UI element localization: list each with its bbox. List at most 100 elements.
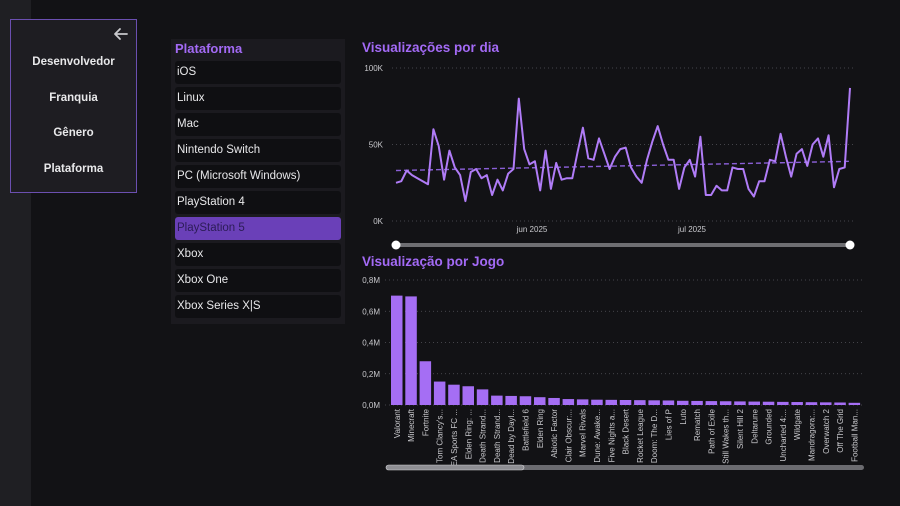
- bar[interactable]: [777, 401, 789, 405]
- x-tick-label: EA Sports FC ...: [450, 409, 459, 466]
- x-tick-label: Mandragora:...: [807, 409, 816, 461]
- x-tick-label: Tom Clancy's...: [436, 409, 445, 463]
- bar[interactable]: [505, 395, 517, 405]
- slicer-item-nintendo-switch[interactable]: Nintendo Switch: [175, 139, 341, 162]
- x-tick-label: Overwatch 2: [822, 408, 831, 453]
- slicer-item-mac[interactable]: Mac: [175, 113, 341, 136]
- nav-button-plataforma[interactable]: Plataforma: [43, 163, 104, 175]
- bar[interactable]: [562, 399, 575, 405]
- x-tick-label: Dune: Awake...: [593, 409, 602, 463]
- x-tick-label: Path of Exile: [707, 408, 716, 453]
- x-tick-label: Dead by Dayl...: [507, 409, 516, 464]
- x-tick-label: Elden Ring: ...: [464, 409, 473, 459]
- y-tick-label: 0K: [373, 217, 383, 226]
- x-tick-label: Grounded: [765, 409, 774, 445]
- navigation-panel: Desenvolvedor Franquia Gênero Plataforma: [10, 19, 137, 193]
- bar[interactable]: [805, 402, 818, 405]
- nav-button-desenvolvedor[interactable]: Desenvolvedor: [32, 56, 115, 68]
- y-tick-label: 0,4M: [362, 339, 380, 348]
- range-end-handle[interactable]: [845, 240, 855, 250]
- platform-slicer: Plataforma iOS Linux Mac Nintendo Switch…: [171, 39, 345, 324]
- y-tick-label: 0,8M: [362, 276, 380, 285]
- nav-button-franquia[interactable]: Franquia: [49, 92, 98, 104]
- x-tick-label: Silent Hill 2: [736, 408, 745, 449]
- bar[interactable]: [476, 389, 489, 405]
- x-tick-label: Five Nights a...: [607, 409, 616, 462]
- x-tick-label: Football Man...: [850, 409, 859, 462]
- x-tick-label: Rematch: [693, 409, 702, 441]
- horizontal-scrollbar-thumb[interactable]: [385, 464, 525, 471]
- bar-chart-title: Visualização por Jogo: [362, 254, 505, 269]
- x-tick-label: Still Wakes th...: [722, 409, 731, 464]
- bar[interactable]: [848, 402, 861, 405]
- y-tick-label: 0,2M: [362, 370, 380, 379]
- y-tick-label: 50K: [369, 141, 384, 150]
- slicer-item-xbox[interactable]: Xbox: [175, 243, 341, 266]
- x-tick-label: Uncharted 4:...: [779, 409, 788, 461]
- x-tick-label: Minecraft: [407, 408, 416, 442]
- y-tick-label: 100K: [364, 64, 383, 73]
- bar[interactable]: [662, 400, 675, 405]
- bar[interactable]: [576, 399, 589, 405]
- bar[interactable]: [705, 401, 718, 405]
- bar-chart: 0,0M 0,2M 0,4M 0,6M 0,8M Valorant Minecraft For…: [362, 276, 864, 471]
- bar[interactable]: [591, 399, 603, 405]
- slicer-item-linux[interactable]: Linux: [175, 87, 341, 110]
- line-chart: 0K 50K 100K jun 2025 jul 2025: [364, 64, 856, 250]
- slicer-item-playstation-4[interactable]: PlayStation 4: [175, 191, 341, 214]
- x-tick-label: Rocket League: [636, 408, 645, 462]
- bar[interactable]: [791, 402, 803, 405]
- bar[interactable]: [820, 402, 832, 405]
- x-tick-label: Marvel Rivals: [579, 409, 588, 457]
- bar[interactable]: [648, 400, 660, 405]
- x-tick-label: Luto: [679, 408, 688, 424]
- y-tick-label: 0,0M: [362, 401, 380, 410]
- x-tick-label: Deltarune: [750, 408, 759, 443]
- slicer-item-xbox-one[interactable]: Xbox One: [175, 269, 341, 292]
- x-tick-label: Death Strand...: [493, 409, 502, 463]
- bar[interactable]: [719, 401, 732, 405]
- bar[interactable]: [462, 386, 475, 405]
- bar[interactable]: [677, 400, 689, 405]
- bar[interactable]: [491, 395, 503, 405]
- bar[interactable]: [762, 401, 775, 405]
- x-tick-label: Doom: The D...: [650, 409, 659, 463]
- x-tick-label: Battlefield 6: [521, 408, 530, 450]
- bar[interactable]: [834, 402, 846, 406]
- slicer-item-xbox-series[interactable]: Xbox Series X|S: [175, 295, 341, 318]
- bar[interactable]: [534, 397, 546, 405]
- slicer-item-pc[interactable]: PC (Microsoft Windows): [175, 165, 341, 188]
- x-tick-label: Fortnite: [421, 408, 430, 436]
- range-start-handle[interactable]: [391, 240, 401, 250]
- bar[interactable]: [605, 399, 618, 405]
- x-tick-label: Valorant: [393, 408, 402, 438]
- x-tick-label: Abiotic Factor: [550, 409, 559, 458]
- bar[interactable]: [734, 401, 746, 405]
- x-tick-label: Black Desert: [622, 408, 631, 454]
- bar[interactable]: [519, 396, 532, 405]
- x-tick-label: jul 2025: [677, 225, 707, 234]
- slicer-title: Plataforma: [175, 41, 243, 56]
- bar[interactable]: [748, 401, 761, 405]
- bar[interactable]: [619, 400, 632, 405]
- bar[interactable]: [548, 397, 560, 405]
- x-tick-label: Off The Grid: [836, 409, 845, 453]
- bar[interactable]: [433, 381, 446, 405]
- bar[interactable]: [391, 295, 403, 405]
- x-tick-label: Wildgate: [793, 408, 802, 440]
- slicer-item-playstation-5[interactable]: PlayStation 5: [175, 217, 341, 240]
- arrow-left-icon[interactable]: [112, 25, 130, 43]
- bar[interactable]: [691, 400, 703, 405]
- slicer-item-ios[interactable]: iOS: [175, 61, 341, 84]
- bar[interactable]: [419, 361, 432, 405]
- bar[interactable]: [405, 296, 417, 405]
- trend-line: [395, 160, 851, 172]
- x-tick-label: Lies of P: [664, 409, 673, 440]
- bar[interactable]: [634, 400, 646, 405]
- x-tick-label: Clair Obscur:...: [564, 409, 573, 462]
- line-series: [395, 87, 851, 203]
- bar[interactable]: [448, 384, 460, 405]
- line-chart-title: Visualizações por dia: [362, 40, 500, 55]
- nav-button-genero[interactable]: Gênero: [53, 127, 94, 139]
